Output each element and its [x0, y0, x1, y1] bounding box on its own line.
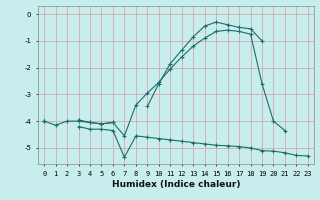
X-axis label: Humidex (Indice chaleur): Humidex (Indice chaleur) — [112, 180, 240, 189]
